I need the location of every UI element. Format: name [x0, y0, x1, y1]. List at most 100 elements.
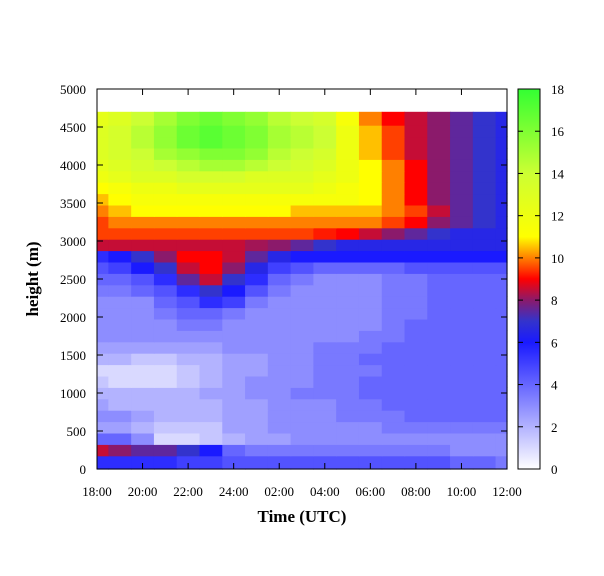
heatmap-cell	[97, 227, 109, 240]
heatmap-cell	[153, 216, 178, 229]
heatmap-cell	[313, 239, 337, 252]
heatmap-cell	[313, 170, 337, 183]
heatmap-cell	[199, 444, 223, 457]
heatmap-cell	[131, 284, 155, 297]
heatmap-cell	[267, 261, 292, 274]
heatmap-cell	[97, 216, 109, 229]
heatmap-cell	[108, 364, 132, 377]
heatmap-cell	[495, 455, 508, 470]
heatmap-cell	[450, 284, 474, 297]
heatmap-cell	[245, 250, 269, 263]
heatmap-cell	[290, 284, 314, 297]
heatmap-cell	[358, 364, 383, 377]
heatmap-cell	[358, 273, 383, 286]
heatmap-cell	[336, 111, 360, 126]
heatmap-cell	[267, 410, 292, 423]
heatmap-cell	[358, 318, 383, 331]
heatmap-cell	[427, 296, 451, 309]
heatmap-cell	[336, 261, 360, 274]
heatmap-cell	[267, 216, 292, 229]
heatmap-cell	[381, 421, 406, 434]
heatmap-cell	[290, 216, 314, 229]
heatmap-cell	[267, 250, 292, 263]
heatmap-cell	[176, 353, 201, 366]
heatmap-cell	[108, 444, 132, 457]
heatmap-cell	[358, 353, 383, 366]
heatmap-cell	[313, 421, 337, 434]
heatmap-cell	[97, 432, 109, 445]
heatmap-cell	[472, 444, 497, 457]
heatmap-cell	[222, 364, 246, 377]
heatmap-cell	[472, 227, 497, 240]
heatmap-cell	[199, 250, 223, 263]
heatmap-cell	[131, 432, 155, 445]
heatmap-cell	[153, 364, 178, 377]
heatmap-cell	[472, 307, 497, 320]
heatmap-cell	[450, 193, 474, 206]
heatmap-cell	[222, 284, 246, 297]
heatmap-cell	[336, 125, 360, 138]
heatmap-cell	[267, 193, 292, 206]
heatmap-cell	[176, 296, 201, 309]
heatmap-cell	[313, 307, 337, 320]
heatmap-cell	[358, 125, 383, 138]
heatmap-cell	[199, 353, 223, 366]
heatmap-cell	[290, 261, 314, 274]
heatmap-cell	[290, 421, 314, 434]
heatmap-cell	[176, 330, 201, 343]
heatmap-cell	[131, 125, 155, 138]
heatmap-cell	[427, 375, 451, 388]
heatmap-cell	[336, 273, 360, 286]
heatmap-cell	[131, 375, 155, 388]
heatmap-cell	[153, 307, 178, 320]
heatmap-cell	[336, 398, 360, 411]
heatmap-cell	[290, 455, 314, 470]
heatmap-cell	[245, 159, 269, 172]
heatmap-cell	[108, 159, 132, 172]
heatmap-cell	[131, 227, 155, 240]
heatmap-cell	[108, 318, 132, 331]
heatmap-cell	[176, 284, 201, 297]
heatmap-cell	[336, 204, 360, 217]
heatmap-cell	[108, 432, 132, 445]
heatmap-cell	[313, 387, 337, 400]
heatmap-cell	[199, 216, 223, 229]
heatmap-cell	[427, 250, 451, 263]
heatmap-cell	[404, 284, 428, 297]
y-tick-label: 0	[80, 462, 87, 477]
heatmap-cell	[131, 341, 155, 354]
heatmap-cell	[336, 387, 360, 400]
heatmap-cell	[290, 239, 314, 252]
heatmap-cell	[495, 147, 508, 160]
heatmap-cell	[381, 330, 406, 343]
heatmap-cell	[290, 307, 314, 320]
heatmap-cell	[267, 318, 292, 331]
heatmap-cell	[131, 193, 155, 206]
heatmap-cell	[404, 307, 428, 320]
heatmap-cell	[358, 111, 383, 126]
heatmap-cell	[404, 421, 428, 434]
heatmap-cell	[381, 204, 406, 217]
heatmap-cell	[176, 421, 201, 434]
heatmap-cell	[222, 318, 246, 331]
heatmap-cell	[97, 318, 109, 331]
heatmap-cell	[472, 421, 497, 434]
heatmap-cell	[450, 204, 474, 217]
heatmap-cell	[450, 421, 474, 434]
heatmap-cell	[427, 341, 451, 354]
heatmap-cell	[472, 193, 497, 206]
heatmap-cell	[290, 364, 314, 377]
heatmap-cell	[267, 284, 292, 297]
heatmap-cell	[108, 410, 132, 423]
heatmap-cell	[176, 111, 201, 126]
heatmap-cell	[495, 296, 508, 309]
heatmap-cell	[358, 147, 383, 160]
heatmap-cell	[381, 455, 406, 470]
heatmap-cell	[404, 159, 428, 172]
y-tick-label: 3500	[60, 196, 86, 211]
heatmap-cell	[199, 410, 223, 423]
heatmap-cell	[290, 318, 314, 331]
heatmap-cell	[108, 398, 132, 411]
heatmap-cell	[108, 284, 132, 297]
heatmap-cell	[336, 421, 360, 434]
